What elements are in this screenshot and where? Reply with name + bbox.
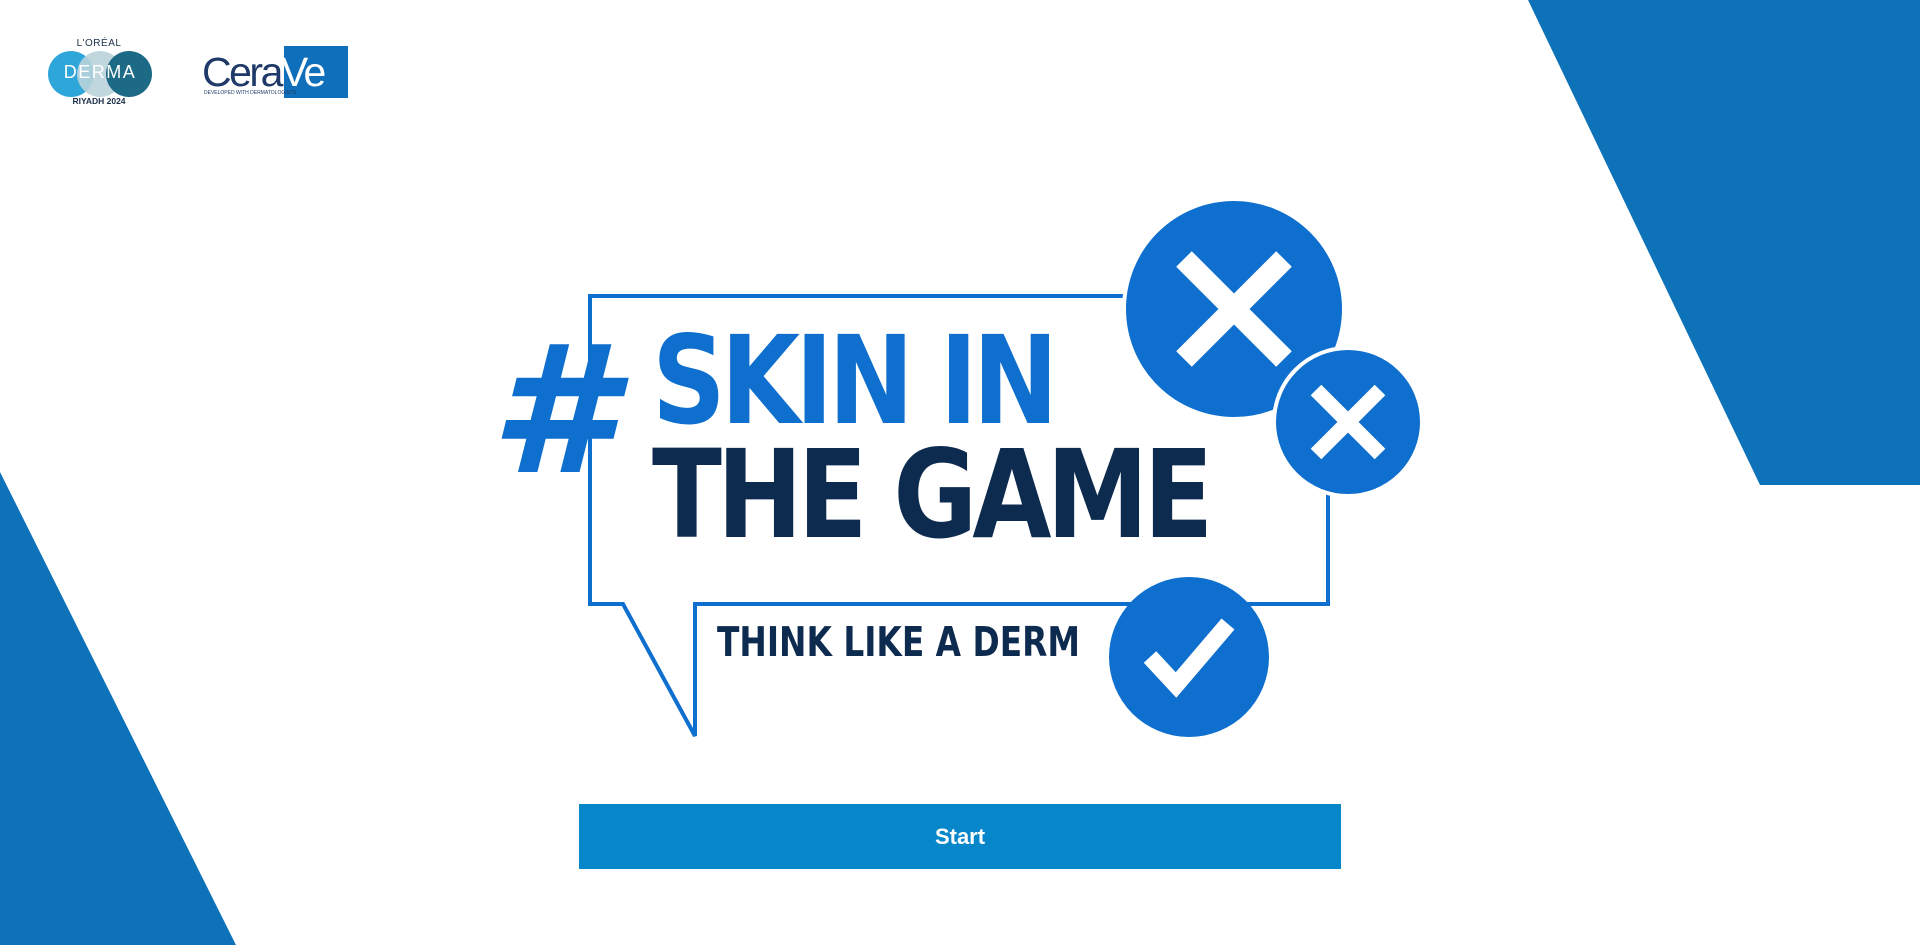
skin-in-the-game-logo: # SKIN IN THE GAME THINK LIKE A DERM xyxy=(490,196,1430,738)
decorative-shape-top-right xyxy=(1528,0,1920,485)
cerave-wordmark: CeraVe xyxy=(202,49,326,95)
loreal-derma-riyadh-logo: L'ORÉAL DERMA RIYADH 2024 xyxy=(44,36,154,112)
derma-circles-graphic xyxy=(48,51,152,97)
cerave-wordmark-part1: Cera xyxy=(202,49,283,95)
think-like-a-derm-tagline: THINK LIKE A DERM xyxy=(717,618,1080,666)
decorative-shape-bottom-left xyxy=(0,472,236,945)
cerave-logo-box xyxy=(284,46,348,98)
headline-the-game: THE GAME xyxy=(652,424,1213,566)
cerave-wordmark-part2: Ve xyxy=(280,49,326,95)
check-mark-icon xyxy=(1109,577,1269,737)
event-label: RIYADH 2024 xyxy=(72,96,126,106)
badges-graphic xyxy=(1109,197,1424,737)
x-mark-icon xyxy=(1122,197,1346,421)
loreal-brand-text: L'ORÉAL xyxy=(76,38,122,49)
cerave-logo: CeraVe DEVELOPED WITH DERMATOLOGISTS xyxy=(202,46,348,100)
start-button[interactable]: Start xyxy=(579,804,1341,869)
derma-wordmark: DERMA xyxy=(63,62,137,82)
x-mark-icon xyxy=(1272,346,1424,498)
headline-skin-in: SKIN IN xyxy=(652,310,1058,452)
cerave-tagline: DEVELOPED WITH DERMATOLOGISTS xyxy=(204,90,297,96)
hashtag-symbol: # xyxy=(490,307,614,514)
